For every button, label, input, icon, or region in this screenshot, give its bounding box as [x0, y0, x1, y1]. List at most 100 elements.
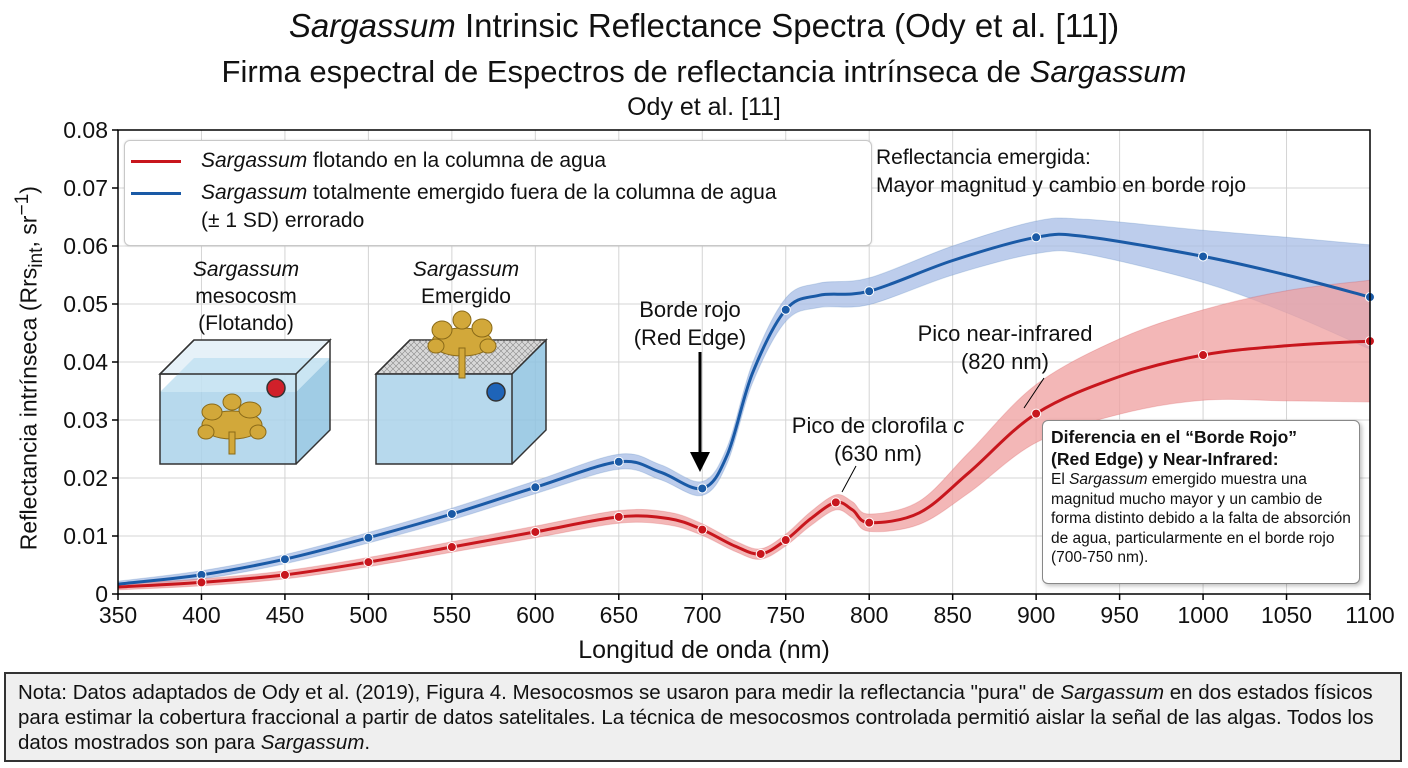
infobox-body-pre: El	[1051, 471, 1070, 488]
inset-label-emerged: Sargassum Emergido	[386, 256, 546, 310]
legend-swatch-emerged	[131, 191, 181, 195]
y-tick-label: 0.08	[63, 117, 108, 143]
emerged-point	[780, 304, 791, 315]
x-axis-label: Longitud de onda (nm)	[578, 636, 830, 664]
floating-point	[1198, 350, 1209, 361]
legend: Sargassum flotando en la columna de agua…	[124, 140, 872, 246]
inset-floating-italic: Sargassum	[192, 258, 300, 281]
emerged-point	[864, 286, 875, 297]
x-tick-label: 900	[1017, 602, 1055, 628]
floating-point	[864, 517, 875, 528]
seaweed-emerged-icon	[427, 310, 497, 379]
clorofila-line2: (630 nm)	[833, 441, 923, 466]
y-tick-label: 0.02	[63, 465, 108, 491]
note-part3: .	[364, 731, 371, 754]
clorofila-line1: Pico de clorofila c	[768, 412, 988, 440]
floating-mesocosm-illustration	[158, 338, 332, 465]
y-tick-label: 0	[95, 581, 108, 607]
x-tick-label: 1000	[1177, 602, 1228, 628]
floating-point	[446, 542, 457, 553]
inset-emerged-italic: Sargassum	[412, 258, 520, 281]
x-tick-label: 1050	[1261, 602, 1312, 628]
emerged-mesocosm-illustration	[374, 310, 548, 465]
tick-labels: 350 400 450 500 550 600 650 700 750 800 850 900 950 1…	[63, 117, 1395, 628]
note-part1: Nota: Datos adaptados de Ody et al. (201…	[18, 681, 1061, 704]
y-axis-label: Reflectancia intrínseca (Rrsint, sr−1)	[12, 178, 48, 558]
annotation-red-edge: Borde rojo (Red Edge)	[606, 296, 774, 352]
legend1-rest: flotando en la columna de agua	[307, 149, 607, 172]
floating-point	[830, 497, 841, 508]
seaweed-floating-icon	[197, 393, 267, 455]
axes	[112, 129, 1371, 600]
ylabel-end: )	[15, 186, 42, 194]
legend-swatch-floating	[131, 159, 181, 163]
inset-floating-line3: (Flotando)	[198, 312, 294, 335]
ylabel-sub: int	[26, 247, 48, 268]
emerged-point	[446, 508, 457, 519]
x-tick-label: 400	[182, 602, 220, 628]
subtitle-italic: Sargassum	[1029, 54, 1187, 89]
inset-floating-line2: mesocosm	[195, 285, 297, 308]
x-tick-label: 600	[516, 602, 554, 628]
x-tick-label: 950	[1100, 602, 1138, 628]
inset-emerged-line2: Emergido	[421, 285, 511, 308]
info-box: Diferencia en el “Borde Rojo” (Red Edge)…	[1042, 420, 1360, 584]
footnote: Nota: Datos adaptados de Ody et al. (201…	[4, 672, 1402, 762]
legend-label-emerged: Sargassum totalmente emergido fuera de l…	[201, 181, 777, 205]
x-tick-label: 500	[349, 602, 387, 628]
x-tick-label: 700	[683, 602, 721, 628]
nir-line1: Pico near-infrared	[917, 321, 1093, 346]
chart-title: Sargassum Intrinsic Reflectance Spectra …	[0, 4, 1408, 48]
x-tick-label: 750	[767, 602, 805, 628]
emergida-line2: Mayor magnitud y cambio en borde rojo	[876, 174, 1247, 197]
emerged-point	[530, 482, 541, 493]
emerged-point	[1198, 251, 1209, 262]
legend-entry-emerged: Sargassum totalmente emergido fuera de l…	[131, 181, 777, 205]
emerged-point	[697, 483, 708, 494]
annotation-chlorophyll-peak: Pico de clorofila c (630 nm)	[768, 412, 988, 468]
infobox-body-rest: emergido muestra una magnitud mucho mayo…	[1051, 471, 1351, 566]
legend2-italic: Sargassum	[201, 181, 308, 204]
note-italic1: Sargassum	[1060, 681, 1165, 704]
annotation-nir-peak: Pico near-infrared (820 nm)	[880, 320, 1130, 376]
annotation-arrows	[690, 352, 1045, 493]
floating-point	[613, 511, 624, 522]
annotation-emergida: Reflectancia emergida: Mayor magnitud y …	[876, 144, 1246, 200]
borde-line2: (Red Edge)	[633, 325, 747, 350]
y-tick-label: 0.07	[63, 175, 108, 201]
note-italic2: Sargassum	[260, 731, 365, 754]
x-tick-label: 550	[433, 602, 471, 628]
ylabel-sup: −1	[11, 193, 33, 216]
ylabel-main: Reflectancia intrínseca (Rrs	[15, 267, 42, 551]
emerged-point	[613, 456, 624, 467]
floating-point	[363, 557, 374, 568]
x-tick-label: 800	[850, 602, 888, 628]
ylabel-tail: , sr	[15, 215, 42, 248]
legend2-rest: totalmente emergido fuera de la columna …	[307, 181, 777, 204]
legend-entry-floating: Sargassum flotando en la columna de agua	[131, 149, 606, 173]
legend1-italic: Sargassum	[201, 149, 308, 172]
floating-point	[279, 569, 290, 580]
x-tick-label: 450	[266, 602, 304, 628]
emerged-point	[1031, 232, 1042, 243]
chart-subtitle: Firma espectral de Espectros de reflecta…	[0, 52, 1408, 92]
inset-label-floating: Sargassum mesocosm (Flotando)	[166, 256, 326, 337]
y-tick-label: 0.04	[63, 349, 108, 375]
floating-point	[196, 577, 207, 588]
emerged-point	[279, 554, 290, 565]
subtitle-plain: Firma espectral de Espectros de reflecta…	[221, 54, 1030, 89]
legend-entry-emerged-line2: (± 1 SD) errorado	[201, 209, 365, 232]
borde-line1: Borde rojo	[639, 297, 741, 322]
y-tick-label: 0.05	[63, 291, 108, 317]
x-tick-label: 850	[933, 602, 971, 628]
x-tick-label: 1100	[1345, 602, 1394, 628]
infobox-body: El Sargassum emergido muestra una magnit…	[1051, 470, 1351, 568]
floating-point	[530, 526, 541, 537]
clorofila-italic: c	[953, 413, 965, 438]
emerged-marker-dot	[486, 382, 506, 402]
title-rest: Intrinsic Reflectance Spectra (Ody et al…	[455, 7, 1120, 44]
x-tick-label: 350	[99, 602, 137, 628]
floating-point	[780, 535, 791, 546]
emergida-line1: Reflectancia emergida:	[876, 146, 1091, 169]
nir-line2: (820 nm)	[960, 349, 1050, 374]
